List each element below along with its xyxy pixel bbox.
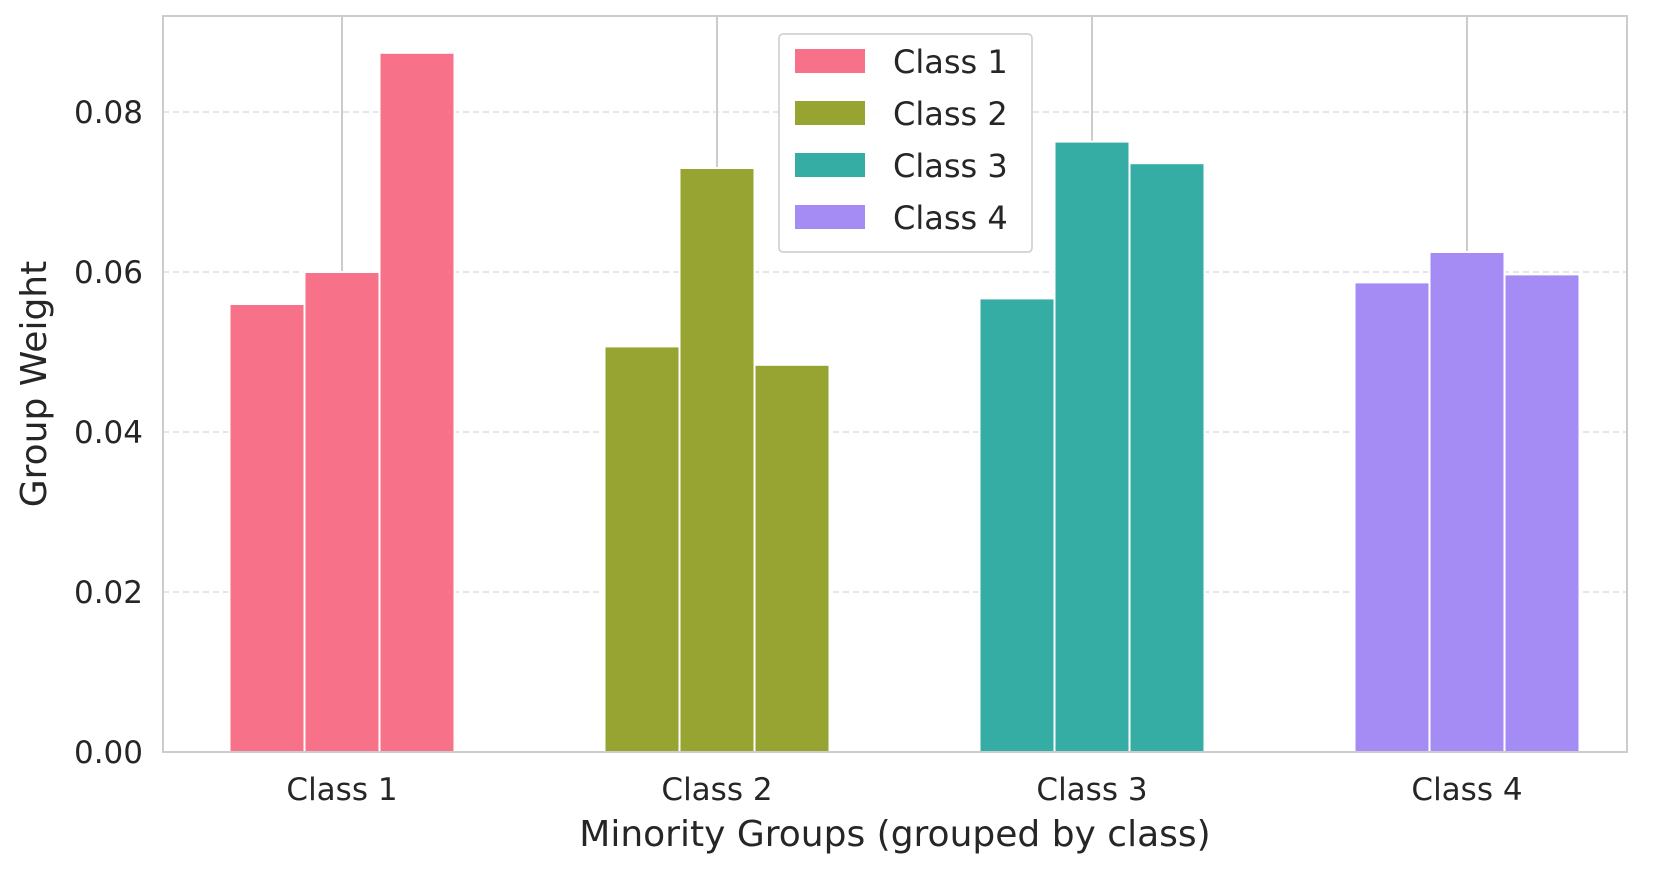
x-tick-label: Class 3	[1036, 772, 1147, 808]
y-tick-label: 0.00	[74, 735, 143, 771]
x-tick-label: Class 1	[286, 772, 397, 808]
y-tick-label: 0.02	[74, 575, 143, 611]
y-ticks: 0.00 0.02 0.04 0.06 0.08	[74, 95, 143, 771]
bar-class1-group2	[303, 271, 381, 753]
legend-swatch	[795, 153, 865, 177]
plot-frame	[162, 15, 1628, 753]
x-axis-title: Minority Groups (grouped by class)	[579, 814, 1210, 855]
x-tick-label: Class 2	[661, 772, 772, 808]
bar-class4-group2	[1428, 251, 1506, 753]
legend-items: Class 1 Class 2 Class 3 Class 4	[795, 43, 1008, 237]
bar-class4-group1	[1353, 281, 1431, 753]
legend-label: Class 4	[893, 199, 1008, 237]
bar-class3-group2	[1053, 140, 1131, 754]
legend-swatch	[795, 205, 865, 229]
legend: Class 1 Class 2 Class 3 Class 4	[778, 33, 1033, 253]
bar-class2-group2	[678, 167, 756, 753]
bar-class3-group1	[978, 297, 1056, 753]
bars	[228, 51, 1581, 754]
bar-class1-group3	[378, 51, 456, 754]
legend-label: Class 3	[893, 147, 1008, 185]
legend-label: Class 1	[893, 43, 1008, 81]
x-tick-label: Class 4	[1411, 772, 1522, 808]
y-tick-label: 0.04	[74, 415, 143, 451]
legend-label: Class 2	[893, 95, 1008, 133]
bar-class1-group1	[228, 303, 306, 753]
bar-class2-group3	[753, 363, 831, 753]
bar-class3-group3	[1128, 162, 1206, 753]
y-tick-label: 0.08	[74, 95, 143, 131]
x-ticks: Class 1 Class 2 Class 3 Class 4	[286, 772, 1522, 808]
legend-swatch	[795, 49, 865, 73]
bar-class2-group1	[603, 345, 681, 753]
y-axis-title: Group Weight	[14, 261, 55, 507]
bar-class4-group3	[1503, 273, 1581, 753]
y-tick-label: 0.06	[74, 255, 143, 291]
legend-box	[778, 33, 1033, 253]
legend-swatch	[795, 101, 865, 125]
